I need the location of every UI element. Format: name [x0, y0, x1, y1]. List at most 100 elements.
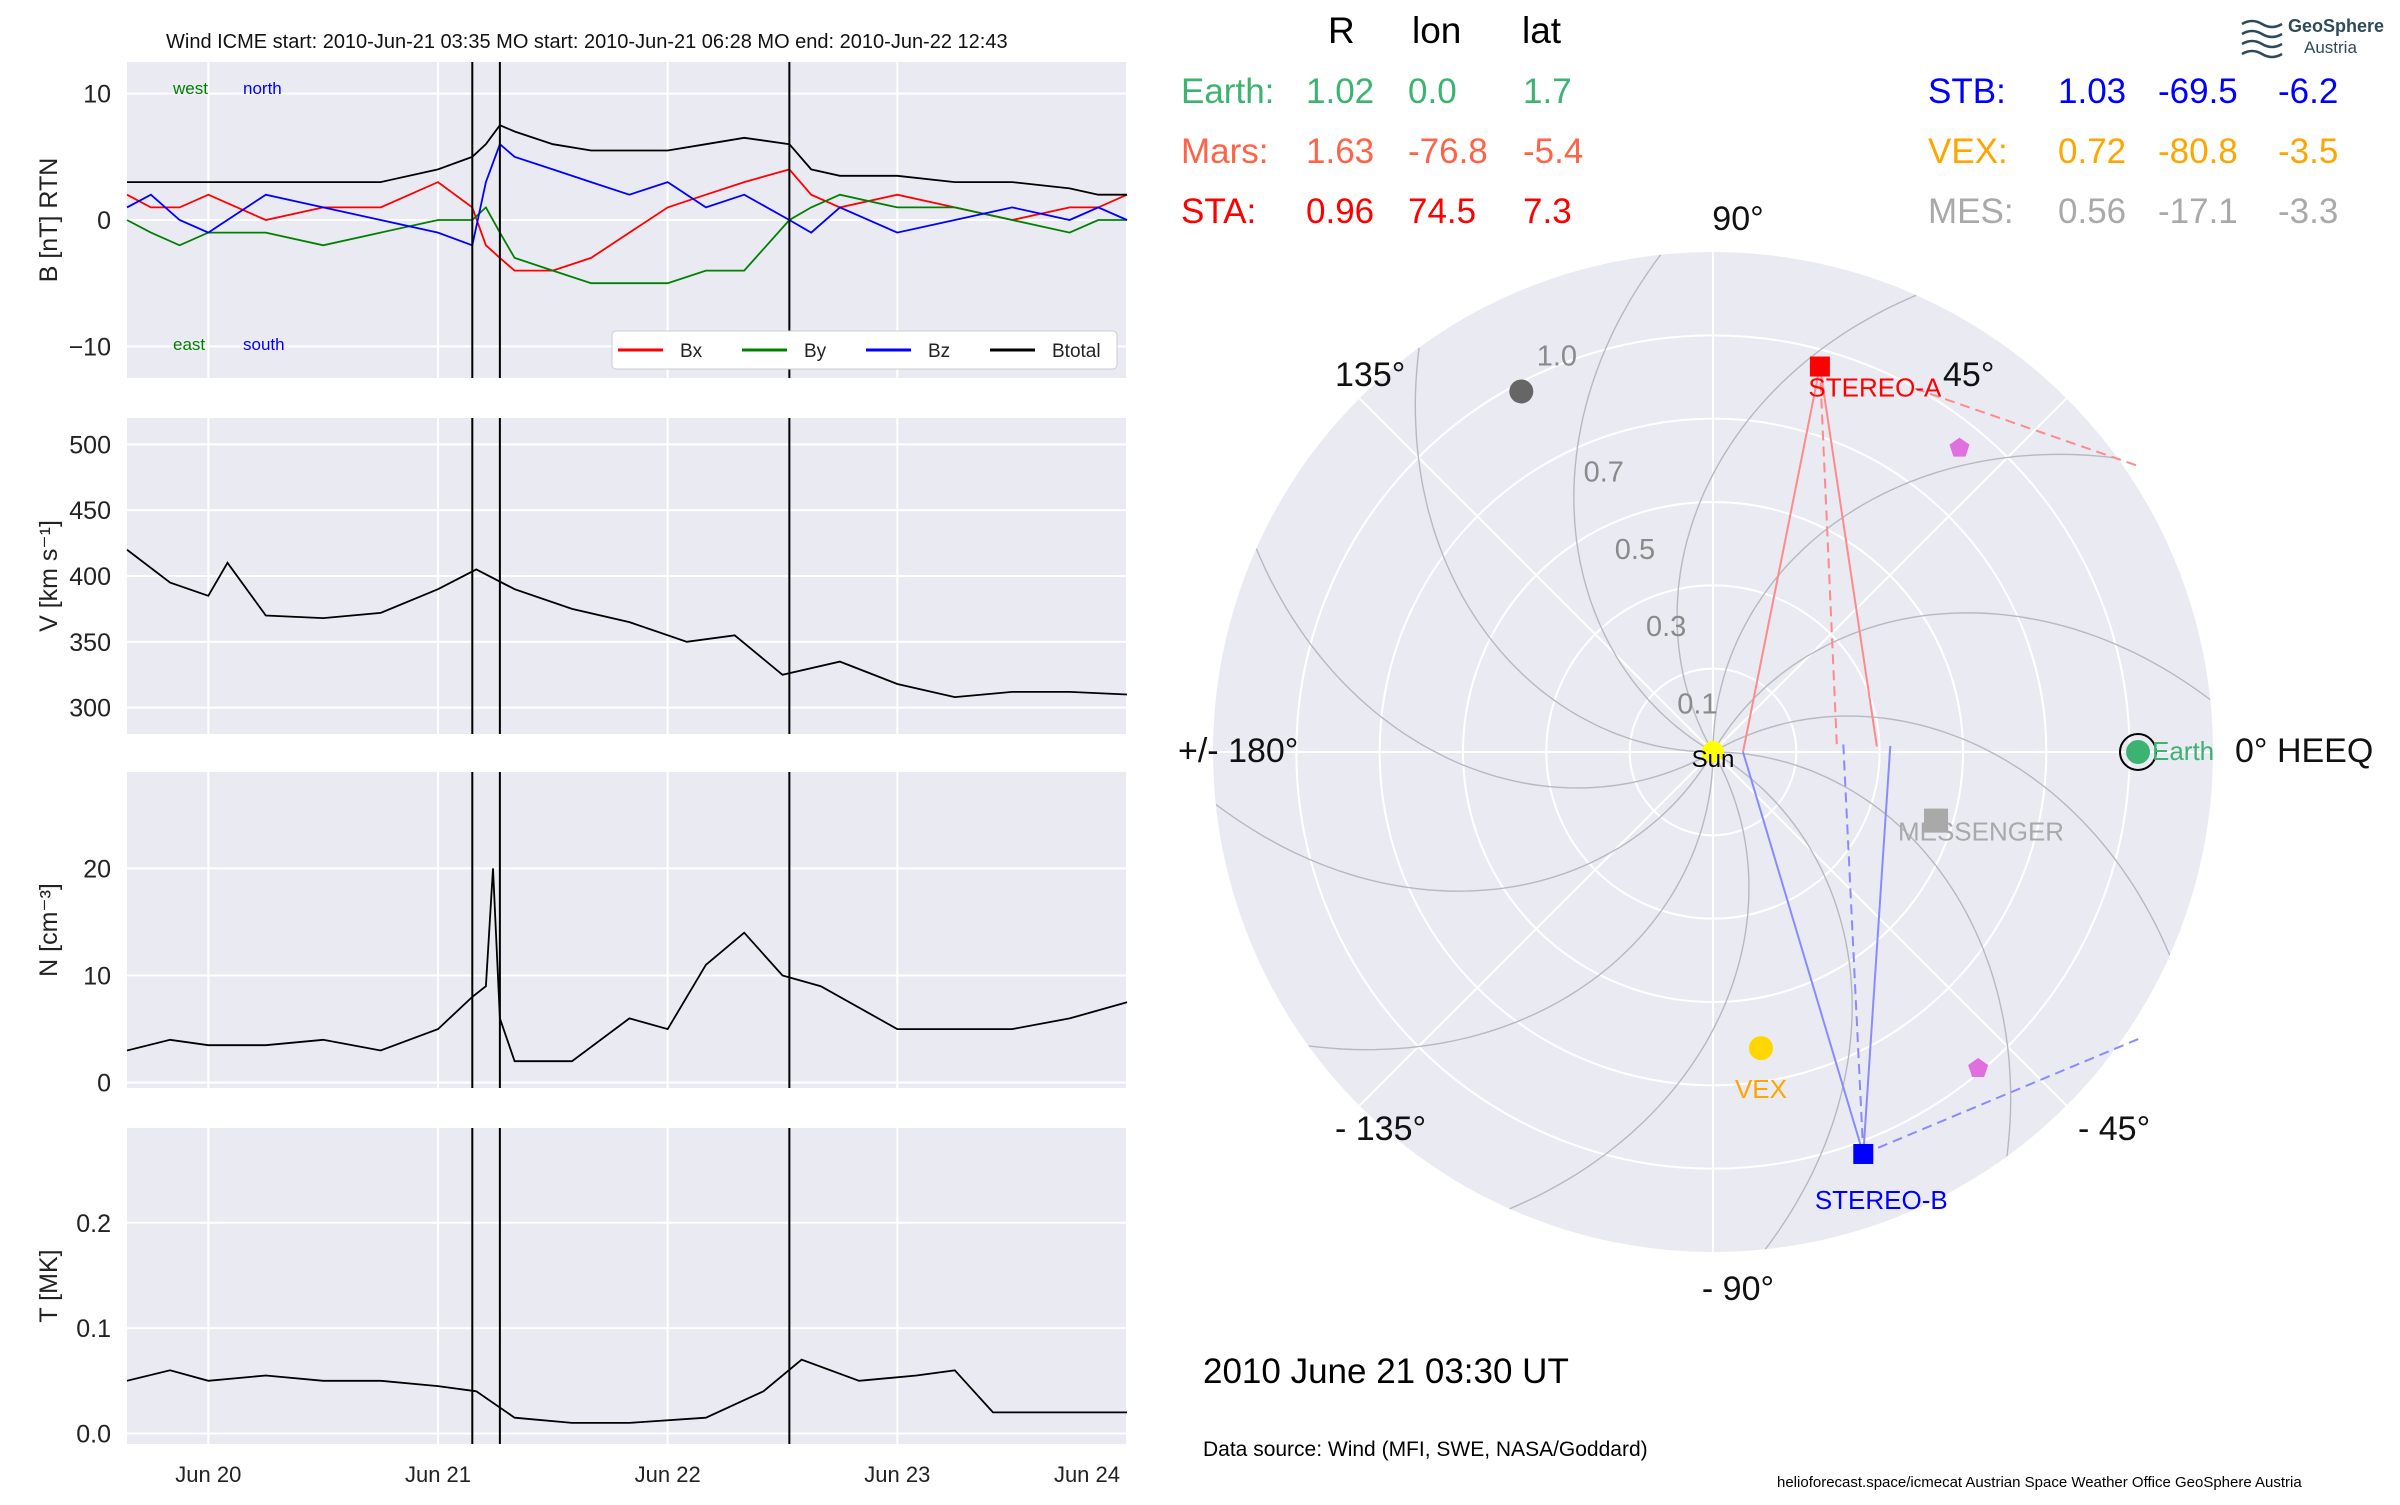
angle-label-a180: +/- 180° [1178, 732, 1298, 770]
angle-label-a90: 90° [1712, 200, 1763, 238]
angle-label-am90: - 90° [1702, 1270, 1774, 1308]
body-marker-pentagon [1949, 437, 1970, 457]
parker-spiral-line [1573, 254, 1714, 753]
body-marker-vex [1748, 1036, 1773, 1061]
col-header-lat: lat [1522, 10, 1562, 51]
position-lon: -17.1 [2158, 192, 2238, 231]
legend-label-btotal: Btotal [1052, 341, 1101, 362]
position-lon: 74.5 [1408, 192, 1477, 231]
parker-spiral-line [1215, 751, 1714, 892]
body-marker-unlabeled-body [1509, 379, 1534, 404]
panel-background [127, 1128, 1127, 1444]
position-lat: 7.3 [1523, 192, 1572, 231]
sta-connection-line [1818, 366, 1878, 747]
y-axis-label: B [nT] RTN [35, 158, 63, 283]
body-label-sun: Sun [1692, 746, 1735, 773]
y-axis-label: T [MK] [35, 1249, 63, 1322]
series-line-bx [126, 168, 1128, 272]
y-tick-label: 350 [69, 629, 111, 657]
legend-label-bx: Bx [680, 341, 703, 362]
series-line-by [126, 193, 1127, 285]
y-tick-label: 300 [69, 695, 111, 723]
body-label-stereo-a: STEREO-A [1808, 373, 1942, 403]
parker-spiral-line [1712, 715, 2171, 956]
radial-tick-label: 0.5 [1615, 534, 1655, 566]
col-header-R: R [1328, 10, 1355, 51]
legend-label-by: By [804, 341, 827, 362]
plot-title: Wind ICME start: 2010-Jun-21 03:35 MO st… [166, 31, 1008, 53]
position-name: Mars: [1181, 132, 1269, 171]
y-tick-label: 20 [83, 855, 111, 883]
radial-tick-label: 0.3 [1646, 611, 1686, 643]
position-r: 0.56 [2058, 192, 2127, 231]
position-r: 0.96 [1306, 192, 1375, 231]
position-plot-area: 0.1 0.3 0.5 0.7 1.0 90° 45° 0° HEEQ - 45° - 90° - … [1160, 0, 2400, 1500]
logo-text-line2: Austria [2304, 38, 2357, 57]
parker-spirals [1215, 254, 2211, 1250]
sta-dashed-line [1914, 387, 2141, 468]
geosphere-logo: GeoSphere Austria [2238, 14, 2388, 64]
stb-connection-line [1862, 745, 1892, 1155]
body-marker-earth [2126, 740, 2150, 764]
plot-date-label: 2010 June 21 03:30 UT [1203, 1352, 1569, 1391]
panel-speed: 500 450 400 350 300 V [km s⁻¹] [35, 418, 1128, 734]
series-line-speed [126, 548, 1128, 699]
radial-tick-label: 0.1 [1677, 688, 1717, 720]
data-source-label: Data source: Wind (MFI, SWE, NASA/Goddar… [1203, 1438, 1648, 1461]
position-lon: -69.5 [2158, 72, 2238, 111]
legend-label-bz: Bz [928, 341, 950, 362]
series-line-density [126, 868, 1128, 1063]
logo-text-line1: GeoSphere [2288, 16, 2385, 36]
col-header-lon: lon [1412, 10, 1462, 51]
position-r: 1.03 [2058, 72, 2127, 111]
body-label-earth: Earth [2152, 736, 2214, 766]
earth-orbit-ring [2119, 733, 2157, 771]
logo-wave-icon [2241, 19, 2283, 59]
x-tick-label: Jun 21 [405, 1462, 471, 1487]
body-marker-pentagon [1968, 1057, 1989, 1077]
annotation-east: east [173, 335, 205, 354]
series-line-btotal [127, 124, 1127, 196]
position-lon: -80.8 [2158, 132, 2238, 171]
angle-label-a135: 135° [1335, 356, 1405, 394]
x-tick-label: Jun 24 [1054, 1462, 1120, 1487]
y-tick-label: 0 [97, 1070, 111, 1098]
parker-spiral-line [1414, 347, 1714, 753]
position-name: Earth: [1181, 72, 1275, 111]
annotation-south: south [243, 335, 285, 354]
radial-tick-label: 0.7 [1584, 457, 1624, 489]
annotation-west: west [172, 79, 208, 98]
stb-connection-line [1742, 751, 1865, 1155]
position-r: 1.63 [1306, 132, 1375, 171]
position-lat: -3.5 [2278, 132, 2339, 171]
chart-legend: Bx By Bz Btotal [611, 330, 1118, 370]
y-tick-label: 500 [69, 431, 111, 459]
legend-box [611, 330, 1118, 370]
stb-dashed-line [1842, 743, 1865, 1155]
y-axis-label: V [km s⁻¹] [35, 520, 63, 632]
panel-density: 20 10 0 N [cm⁻³] [35, 772, 1128, 1098]
position-lat: -3.3 [2278, 192, 2339, 231]
time-series-panels: 10 0 −10 B [nT] RTN 500 450 400 350 300 V [km s⁻¹… [0, 0, 1160, 1500]
y-tick-label: −10 [69, 333, 111, 361]
body-marker-stereo-a [1809, 356, 1830, 377]
position-lat: -6.2 [2278, 72, 2339, 111]
panel-background [127, 772, 1127, 1088]
position-name: STB: [1928, 72, 2006, 111]
position-lat: -5.4 [1523, 132, 1584, 171]
position-name: VEX: [1928, 132, 2008, 171]
body-marker-sun [1702, 741, 1724, 763]
position-r: 0.72 [2058, 132, 2127, 171]
y-tick-label: 450 [69, 497, 111, 525]
series-line-bz [126, 142, 1128, 247]
angle-label-a0: 0° HEEQ [2235, 732, 2373, 770]
stb-dashed-line [1862, 1038, 2139, 1155]
parker-spiral-line [1712, 612, 2211, 753]
body-marker-stereo-b [1853, 1143, 1874, 1164]
x-tick-label: Jun 23 [864, 1462, 930, 1487]
radial-tick-label: 1.0 [1537, 341, 1577, 373]
body-label-vex: VEX [1735, 1074, 1787, 1104]
body-marker-messenger [1924, 808, 1949, 833]
parker-spiral-line [1509, 751, 1750, 1210]
polar-plot-svg: 0.1 0.3 0.5 0.7 1.0 90° 45° 0° HEEQ - 45° - 90° - … [1178, 200, 2373, 1308]
